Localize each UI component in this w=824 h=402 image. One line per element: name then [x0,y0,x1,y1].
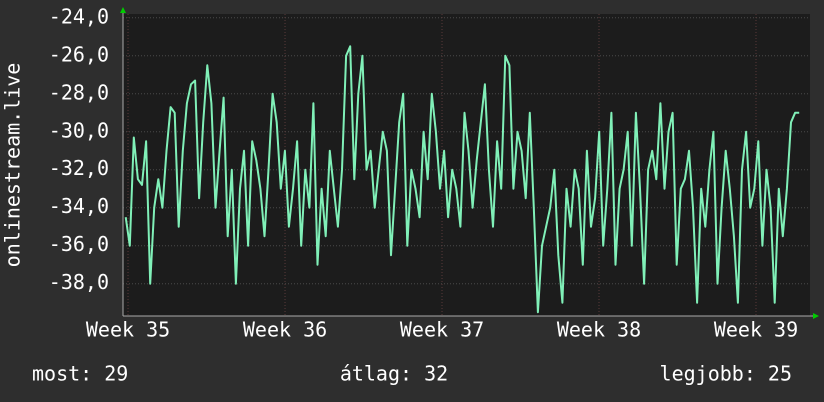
plot-layer [123,14,810,316]
x-tick-label: Week 39 [714,318,798,342]
line-series [124,45,800,314]
y-tick-label: -34,0 [49,194,109,218]
x-tick-label: Week 36 [243,318,327,342]
stat-current: most: 29 [32,362,128,386]
y-axis-label: onlinestream.live [1,63,25,268]
x-tick-label: Week 35 [86,318,170,342]
y-tick-label: -36,0 [49,232,109,256]
x-tick-label: Week 37 [400,318,484,342]
x-tick-label: Week 38 [557,318,641,342]
y-tick-label: -28,0 [49,80,109,104]
stat-best: legjobb: 25 [660,362,792,386]
y-tick-label: -26,0 [49,42,109,66]
y-axis-arrow [120,7,126,13]
y-tick-label: -24,0 [49,4,109,28]
x-axis-arrow [813,313,819,319]
stat-average: átlag: 32 [340,362,448,386]
y-tick-label: -38,0 [49,270,109,294]
y-tick-label: -30,0 [49,118,109,142]
y-tick-label: -32,0 [49,156,109,180]
